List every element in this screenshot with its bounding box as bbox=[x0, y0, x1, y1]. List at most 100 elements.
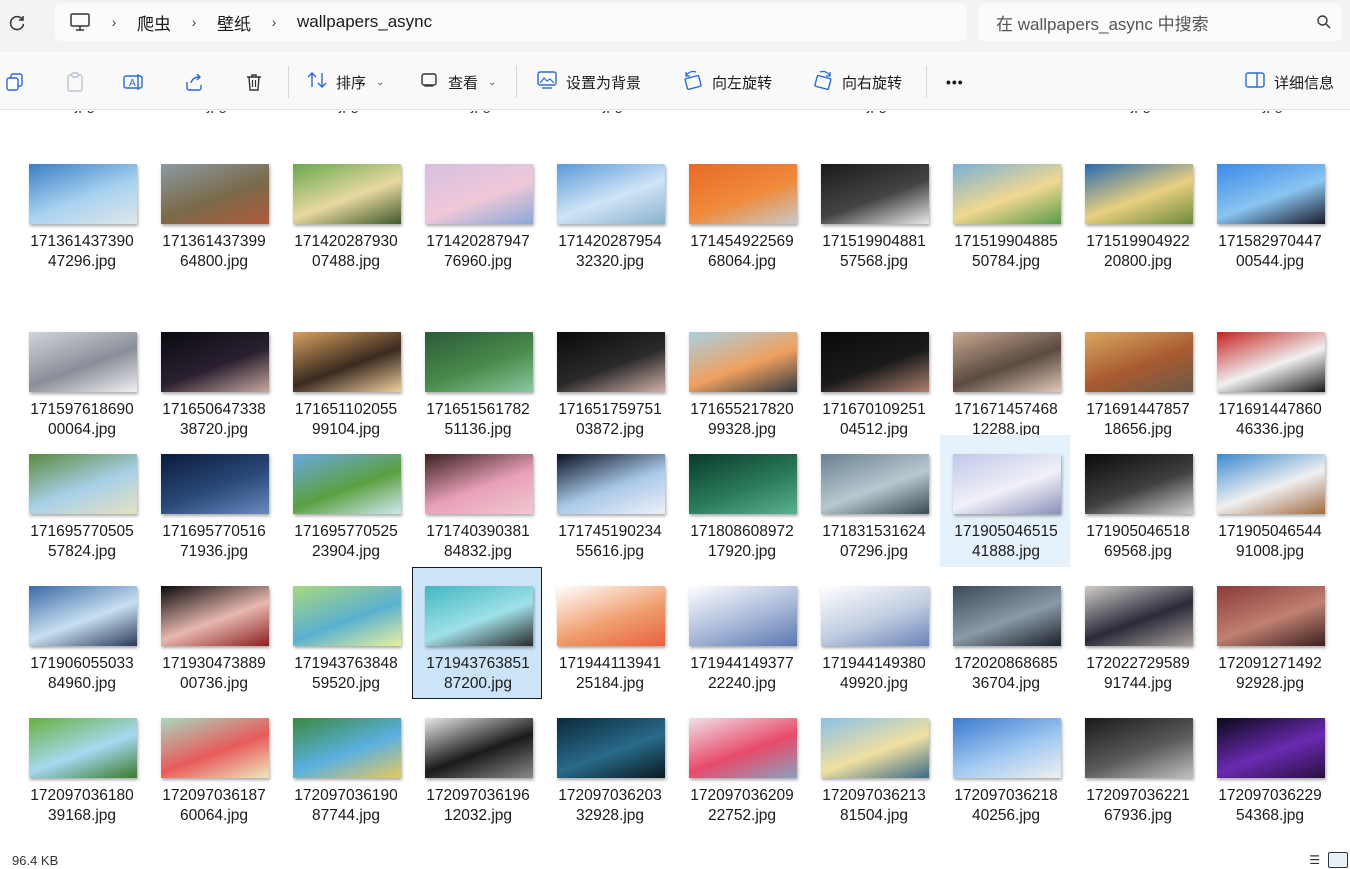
computer-icon[interactable] bbox=[69, 12, 91, 32]
details-pane-icon bbox=[1244, 70, 1266, 94]
breadcrumb[interactable]: › 爬虫 › 壁纸 › wallpapers_async bbox=[55, 3, 967, 41]
toolbar-divider bbox=[926, 66, 927, 98]
thumbnail-view-icon[interactable] bbox=[1328, 852, 1348, 868]
file-tile[interactable]: 172097036203 32928.jpg bbox=[544, 699, 674, 831]
file-tile[interactable]: 171695770516 71936.jpg bbox=[148, 435, 278, 567]
file-name-label: 171420287954 32320.jpg bbox=[558, 233, 662, 270]
file-tile[interactable]: 171905046518 69568.jpg bbox=[1072, 435, 1202, 567]
file-tile[interactable]: 171944149380 49920.jpg bbox=[808, 567, 938, 699]
file-tile[interactable]: 171420287954 32320.jpg bbox=[544, 145, 674, 277]
file-tile[interactable]: 171651102055 99104.jpg bbox=[280, 313, 410, 445]
file-tile[interactable]: 171650647338 38720.jpg bbox=[148, 313, 278, 445]
image-thumbnail bbox=[1217, 454, 1325, 514]
breadcrumb-item[interactable]: wallpapers_async bbox=[297, 12, 433, 31]
file-tile[interactable]: 171361437390 47296.jpg bbox=[16, 145, 146, 277]
file-tile[interactable]: 171905046515 41888.jpg bbox=[940, 435, 1070, 567]
file-tile[interactable]: 171691447857 18656.jpg bbox=[1072, 313, 1202, 445]
refresh-icon[interactable] bbox=[6, 12, 28, 34]
chevron-right-icon: › bbox=[191, 14, 197, 30]
file-name-label: 171944149377 22240.jpg bbox=[690, 655, 794, 692]
more-options-button[interactable]: ••• bbox=[946, 66, 964, 98]
search-icon[interactable] bbox=[1316, 14, 1332, 35]
details-pane-button[interactable]: 详细信息 bbox=[1244, 66, 1334, 98]
breadcrumb-item[interactable]: 壁纸 bbox=[217, 14, 251, 34]
file-tile[interactable]: 171808608972 17920.jpg bbox=[676, 435, 806, 567]
file-tile[interactable]: 172020868685 36704.jpg bbox=[940, 567, 1070, 699]
file-tile[interactable]: 171695770505 57824.jpg bbox=[16, 435, 146, 567]
image-thumbnail bbox=[557, 586, 665, 646]
copy-icon[interactable] bbox=[4, 71, 26, 93]
file-tile[interactable]: 171695770525 23904.jpg bbox=[280, 435, 410, 567]
chevron-right-icon: › bbox=[271, 14, 277, 30]
file-tile[interactable]: 171582970447 00544.jpg bbox=[1204, 145, 1334, 277]
rotate-right-label: 向右旋转 bbox=[842, 74, 903, 92]
file-tile[interactable]: 171519904885 50784.jpg bbox=[940, 145, 1070, 277]
file-tile[interactable]: 172097036213 81504.jpg bbox=[808, 699, 938, 831]
list-view-icon[interactable]: ☰ bbox=[1309, 853, 1320, 867]
view-icon bbox=[420, 70, 440, 94]
image-thumbnail bbox=[425, 454, 533, 514]
file-tile[interactable]: 171944113941 25184.jpg bbox=[544, 567, 674, 699]
image-thumbnail bbox=[821, 332, 929, 392]
file-tile[interactable]: 171944149377 22240.jpg bbox=[676, 567, 806, 699]
file-tile[interactable]: 171671457468 12288.jpg bbox=[940, 313, 1070, 445]
image-thumbnail bbox=[1085, 718, 1193, 778]
rotate-right-button[interactable]: 向右旋转 bbox=[812, 66, 902, 98]
image-thumbnail bbox=[689, 164, 797, 224]
view-button[interactable]: 查看 ⌄ bbox=[420, 66, 496, 98]
file-tile[interactable]: 171420287930 07488.jpg bbox=[280, 145, 410, 277]
file-tile[interactable]: 172097036196 12032.jpg bbox=[412, 699, 542, 831]
file-tile[interactable]: 171831531624 07296.jpg bbox=[808, 435, 938, 567]
breadcrumb-item[interactable]: 爬虫 bbox=[137, 14, 171, 34]
file-tile[interactable]: 171651759751 03872.jpg bbox=[544, 313, 674, 445]
image-thumbnail bbox=[953, 332, 1061, 392]
set-background-button[interactable]: 设置为背景 bbox=[536, 66, 641, 98]
file-tile[interactable]: 171420287947 76960.jpg bbox=[412, 145, 542, 277]
paste-icon[interactable] bbox=[64, 71, 86, 93]
file-tile[interactable]: 171943763848 59520.jpg bbox=[280, 567, 410, 699]
file-name-label: 172097036190 87744.jpg bbox=[294, 787, 398, 824]
file-tile[interactable]: 172097036209 22752.jpg bbox=[676, 699, 806, 831]
file-name-label: 171930473889 00736.jpg bbox=[162, 655, 266, 692]
file-name-label: 171943763848 59520.jpg bbox=[294, 655, 398, 692]
file-tile[interactable]: 172097036180 39168.jpg bbox=[16, 699, 146, 831]
file-tile[interactable]: 171745190234 55616.jpg bbox=[544, 435, 674, 567]
file-tile[interactable]: 171454922569 68064.jpg bbox=[676, 145, 806, 277]
delete-icon[interactable] bbox=[243, 71, 265, 93]
file-tile[interactable]: 172097036218 40256.jpg bbox=[940, 699, 1070, 831]
toolbar-divider bbox=[288, 66, 289, 98]
file-tile[interactable]: 171905046544 91008.jpg bbox=[1204, 435, 1334, 567]
rotate-left-button[interactable]: 向左旋转 bbox=[682, 66, 772, 98]
sort-icon bbox=[306, 70, 328, 94]
file-tile[interactable]: 172097036229 54368.jpg bbox=[1204, 699, 1334, 831]
sort-button[interactable]: 排序 ⌄ bbox=[306, 66, 384, 98]
file-tile[interactable]: 171361437399 64800.jpg bbox=[148, 145, 278, 277]
file-tile[interactable]: 171651561782 51136.jpg bbox=[412, 313, 542, 445]
file-name-label: 171651561782 51136.jpg bbox=[426, 401, 530, 438]
search-input[interactable]: 在 wallpapers_async 中搜索 bbox=[978, 3, 1342, 41]
file-name-label: jpg bbox=[822, 111, 932, 114]
file-tile[interactable]: 171597618690 00064.jpg bbox=[16, 313, 146, 445]
file-tile[interactable]: 171943763851 87200.jpg bbox=[412, 567, 542, 699]
chevron-down-icon: ⌄ bbox=[488, 76, 497, 88]
file-tile[interactable]: 171906055033 84960.jpg bbox=[16, 567, 146, 699]
file-tile[interactable]: 172097036187 60064.jpg bbox=[148, 699, 278, 831]
file-tile[interactable]: 171519904881 57568.jpg bbox=[808, 145, 938, 277]
file-name-label: jpg bbox=[30, 111, 140, 114]
file-tile[interactable]: 171740390381 84832.jpg bbox=[412, 435, 542, 567]
file-tile[interactable]: 172097036221 67936.jpg bbox=[1072, 699, 1202, 831]
image-thumbnail bbox=[1085, 164, 1193, 224]
file-tile[interactable]: 172097036190 87744.jpg bbox=[280, 699, 410, 831]
file-tile[interactable]: 172022729589 91744.jpg bbox=[1072, 567, 1202, 699]
file-tile[interactable]: 171691447860 46336.jpg bbox=[1204, 313, 1334, 445]
file-tile[interactable]: 171670109251 04512.jpg bbox=[808, 313, 938, 445]
wallpaper-icon bbox=[536, 70, 558, 94]
rename-icon[interactable]: A bbox=[123, 71, 145, 93]
share-icon[interactable] bbox=[183, 71, 205, 93]
file-tile[interactable]: 172091271492 92928.jpg bbox=[1204, 567, 1334, 699]
file-tile[interactable]: 171519904922 20800.jpg bbox=[1072, 145, 1202, 277]
file-tile[interactable]: 171655217820 99328.jpg bbox=[676, 313, 806, 445]
image-thumbnail bbox=[425, 586, 533, 646]
file-tile[interactable]: 171930473889 00736.jpg bbox=[148, 567, 278, 699]
sort-label: 排序 bbox=[336, 74, 367, 92]
